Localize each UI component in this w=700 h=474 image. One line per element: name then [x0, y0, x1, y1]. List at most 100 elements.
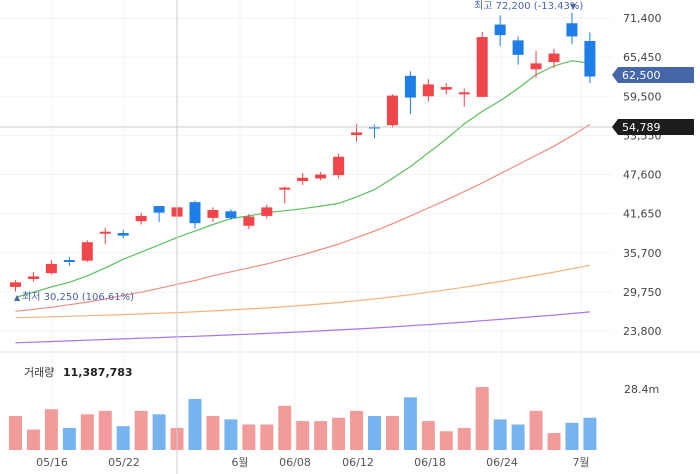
- candle[interactable]: [494, 15, 506, 47]
- candle-body: [333, 156, 345, 176]
- candle[interactable]: [63, 256, 75, 266]
- candle-body: [386, 95, 398, 126]
- volume-bar[interactable]: [350, 410, 364, 450]
- price-tick-label: 47,600: [623, 169, 662, 182]
- price-tick-label: 35,700: [623, 247, 662, 260]
- candlesticks[interactable]: [10, 12, 596, 292]
- price-tick-label: 71,400: [623, 12, 662, 25]
- candle-body: [135, 215, 147, 222]
- candle[interactable]: [333, 153, 345, 179]
- candle-body: [81, 242, 93, 261]
- candle[interactable]: [386, 94, 398, 128]
- reference-price-badge: 54,789: [612, 119, 694, 135]
- candle[interactable]: [530, 50, 542, 78]
- volume-value: 11,387,783: [63, 366, 133, 379]
- date-tick-label: 05/16: [36, 456, 68, 469]
- candle[interactable]: [548, 48, 560, 68]
- candle[interactable]: [315, 171, 327, 181]
- candle-body: [27, 276, 39, 280]
- candle[interactable]: [440, 83, 452, 95]
- volume-bar[interactable]: [493, 419, 507, 450]
- candle[interactable]: [189, 200, 201, 229]
- candle[interactable]: [458, 88, 470, 107]
- candle[interactable]: [117, 229, 129, 239]
- volume-bar[interactable]: [314, 421, 328, 450]
- candle-body: [566, 23, 578, 37]
- candle-body: [99, 231, 111, 234]
- candle[interactable]: [10, 280, 21, 292]
- volume-bar[interactable]: [9, 416, 22, 450]
- volume-bar[interactable]: [242, 424, 256, 451]
- volume-bar[interactable]: [403, 397, 417, 450]
- date-tick-label: 06/24: [486, 456, 518, 469]
- volume-bars[interactable]: [9, 387, 597, 451]
- candle[interactable]: [584, 32, 596, 84]
- candle[interactable]: [225, 209, 237, 220]
- candle[interactable]: [243, 213, 255, 230]
- current-price-label: 62,500: [622, 69, 661, 82]
- volume-bar[interactable]: [188, 399, 202, 450]
- volume-bar[interactable]: [385, 416, 399, 450]
- price-tick-label: 59,500: [623, 90, 662, 103]
- candle-body: [476, 37, 488, 97]
- volume-bar[interactable]: [152, 414, 166, 450]
- volume-bar[interactable]: [224, 419, 238, 450]
- candle[interactable]: [512, 36, 524, 65]
- volume-bar[interactable]: [547, 433, 561, 450]
- date-tick-label: 6월: [231, 456, 248, 469]
- volume-bar[interactable]: [134, 410, 148, 450]
- candle[interactable]: [99, 227, 111, 245]
- candle-body: [225, 211, 237, 218]
- price-tick-label: 29,750: [623, 286, 662, 299]
- candle[interactable]: [45, 259, 57, 275]
- volume-bar[interactable]: [511, 424, 525, 451]
- candle[interactable]: [135, 212, 147, 225]
- volume-bar[interactable]: [260, 424, 274, 451]
- candle[interactable]: [207, 207, 219, 222]
- volume-bar[interactable]: [98, 410, 112, 450]
- low-marker-icon: ▲: [14, 293, 21, 302]
- candle[interactable]: [279, 186, 291, 204]
- candle-body: [404, 75, 416, 98]
- volume-bar[interactable]: [565, 422, 579, 450]
- volume-bar[interactable]: [368, 416, 381, 450]
- volume-axis-label: 28.4m: [624, 383, 659, 396]
- volume-title: 거래량: [24, 366, 54, 379]
- candle[interactable]: [476, 31, 488, 97]
- candle-body: [297, 177, 309, 182]
- candle[interactable]: [27, 271, 39, 282]
- volume-bar[interactable]: [206, 416, 220, 450]
- current-price-badge: 62,500: [612, 67, 694, 83]
- candle-body: [584, 41, 596, 77]
- candle[interactable]: [261, 204, 273, 219]
- volume-bar[interactable]: [475, 387, 489, 450]
- volume-bar[interactable]: [80, 414, 94, 450]
- candle-body: [261, 207, 273, 216]
- volume-bar[interactable]: [278, 405, 292, 450]
- volume-bar[interactable]: [439, 431, 453, 450]
- candle[interactable]: [81, 240, 93, 262]
- volume-bar[interactable]: [26, 429, 40, 450]
- volume-bar[interactable]: [529, 410, 543, 450]
- candle[interactable]: [153, 206, 165, 222]
- volume-bar[interactable]: [583, 417, 597, 450]
- candle-body: [530, 63, 542, 70]
- candle[interactable]: [566, 12, 578, 45]
- date-tick-label: 7월: [572, 456, 589, 469]
- volume-bar[interactable]: [62, 427, 76, 450]
- candle[interactable]: [297, 173, 309, 186]
- volume-bar[interactable]: [296, 421, 310, 450]
- candle-body: [45, 263, 57, 274]
- volume-bar[interactable]: [332, 417, 346, 450]
- candle-body: [189, 202, 201, 224]
- candle[interactable]: [422, 79, 434, 102]
- candle-body: [10, 282, 21, 287]
- date-tick-label: 05/22: [108, 456, 140, 469]
- candle-body: [117, 233, 129, 236]
- volume-bar[interactable]: [116, 426, 130, 450]
- volume-bar[interactable]: [457, 427, 471, 450]
- volume-bar[interactable]: [421, 421, 435, 450]
- volume-bar[interactable]: [44, 409, 58, 450]
- candle[interactable]: [404, 71, 416, 115]
